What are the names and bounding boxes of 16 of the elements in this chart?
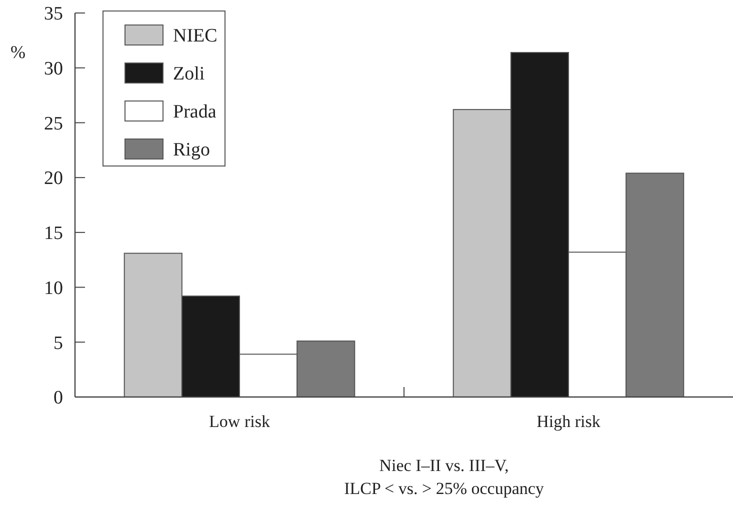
y-tick-label: 0 [54,388,63,409]
x-tick-label: High risk [536,412,601,431]
y-tick-label: 5 [54,332,63,354]
legend-label: Zoli [173,64,205,85]
y-axis-title: % [10,42,26,62]
y-tick-label: 35 [44,4,63,25]
y-tick-label: 10 [44,278,63,299]
legend-label: NIEC [173,26,218,47]
y-tick-label: 25 [44,113,63,134]
legend-label: Prada [173,102,217,123]
x-axis-title: Niec I–II vs. III–V, ILCP < vs. > 25% occupancy [344,456,544,498]
y-tick-label: 20 [44,168,63,190]
y-tick-label: 15 [44,223,63,244]
y-tick-label: 30 [44,58,63,80]
legend-label: Rigo [173,140,210,161]
x-tick-label: Low risk [209,412,270,431]
